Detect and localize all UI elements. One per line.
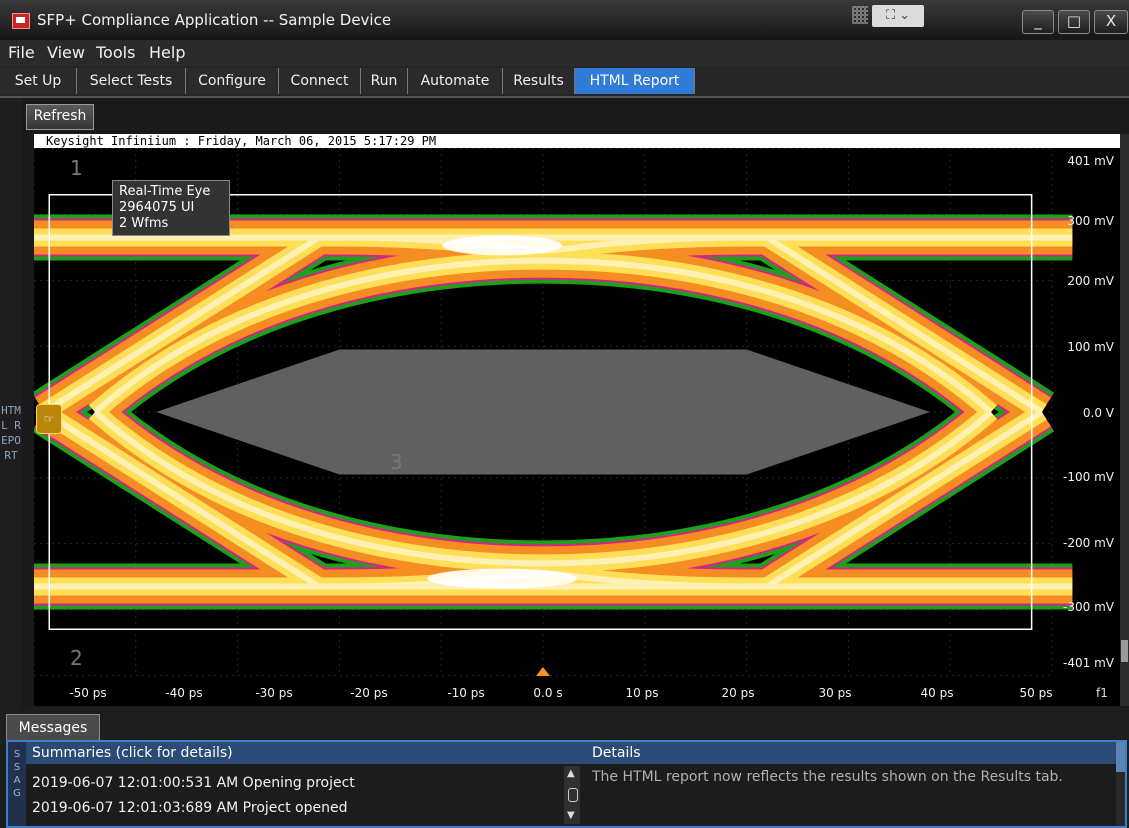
tab-automate[interactable]: Automate (408, 68, 503, 94)
trigger-marker (536, 667, 550, 676)
tab-select-tests[interactable]: Select Tests (77, 68, 186, 94)
trigger-level-icon[interactable]: ☞ (36, 404, 62, 434)
details-scroll-thumb[interactable] (1116, 742, 1125, 772)
function-label: f1 (1096, 686, 1108, 700)
tab-configure[interactable]: Configure (186, 68, 279, 94)
info-line-ui: 2964075 UI (119, 200, 195, 215)
tab-results[interactable]: Results (503, 68, 575, 94)
y-tick-label: -200 mV (1063, 536, 1114, 550)
y-tick-label: 300 mV (1067, 214, 1114, 228)
marker-1-label: 1 (70, 156, 83, 180)
x-tick-label: 30 ps (818, 686, 852, 700)
x-tick-label: -30 ps (255, 686, 293, 700)
messages-side-strip: SSAG (8, 742, 26, 826)
mask-label: 3 (390, 450, 403, 474)
list-item[interactable]: 2019-06-07 12:01:00:531 AM Opening proje… (32, 775, 355, 791)
x-tick-label: 50 ps (1019, 686, 1053, 700)
y-tick-label: 0.0 V (1082, 406, 1114, 420)
details-scrollbar[interactable] (1116, 742, 1125, 826)
summaries-header[interactable]: Summaries (click for details) (26, 742, 584, 764)
scroll-up-icon[interactable]: ▲ (567, 768, 575, 779)
messages-side-label: SSAG (13, 749, 21, 799)
close-button[interactable]: X (1094, 10, 1128, 34)
menu-file[interactable]: File (8, 43, 35, 62)
menu-tools[interactable]: Tools (96, 43, 136, 62)
eye-mask (156, 349, 930, 475)
app-icon (12, 13, 30, 29)
x-tick-label: -10 ps (447, 686, 485, 700)
x-axis-strip (34, 676, 1120, 706)
x-tick-label: 40 ps (920, 686, 954, 700)
y-tick-label: -300 mV (1063, 600, 1114, 614)
scroll-down-icon[interactable]: ▼ (567, 810, 575, 821)
report-side-strip: HTML REPORT (0, 98, 22, 708)
x-tick-label: 10 ps (625, 686, 659, 700)
tab-messages[interactable]: Messages (6, 714, 100, 742)
menu-bar: File View Tools Help (0, 40, 1129, 66)
hot-spot-top (442, 235, 563, 256)
layout-dropdown-icon[interactable]: ⛶ ⌄ (872, 5, 924, 27)
summaries-scroll-thumb[interactable] (568, 788, 578, 802)
scope-header: Keysight Infiniium : Friday, March 06, 2… (34, 134, 1120, 148)
x-tick-label: -50 ps (69, 686, 107, 700)
details-header: Details (584, 742, 1116, 764)
x-tick-label: -40 ps (165, 686, 203, 700)
info-line-title: Real-Time Eye (119, 184, 211, 199)
details-text: The HTML report now reflects the results… (592, 769, 1063, 785)
x-tick-label: 0.0 s (533, 686, 563, 700)
y-tick-label: 401 mV (1067, 154, 1114, 168)
minimize-button[interactable]: _ (1022, 10, 1054, 34)
y-tick-label: 200 mV (1067, 274, 1114, 288)
y-tick-label: -100 mV (1063, 470, 1114, 484)
list-item[interactable]: 2019-06-07 12:01:03:689 AM Project opene… (32, 800, 348, 816)
refresh-button[interactable]: Refresh (26, 104, 94, 130)
eye-diagram-plot: 401 mV 300 mV 200 mV 100 mV 0.0 V -100 m… (34, 148, 1120, 706)
html-report-pane: HTML REPORT Refresh Keysight Infiniium :… (0, 98, 1129, 708)
title-bar: SFP+ Compliance Application -- Sample De… (0, 0, 1129, 40)
tab-run[interactable]: Run (361, 68, 408, 94)
messages-box: SSAG Summaries (click for details) Detai… (6, 740, 1127, 828)
report-vertical-scrollbar[interactable] (1120, 134, 1129, 706)
marker-2-label: 2 (70, 646, 83, 670)
hot-spot-bottom (427, 568, 578, 589)
report-side-label: HTML REPORT (1, 404, 21, 462)
tab-bar: Set Up Select Tests Configure Connect Ru… (0, 66, 1129, 98)
x-tick-label: -20 ps (350, 686, 388, 700)
y-tick-label: -401 mV (1063, 656, 1114, 670)
snap-grid-icon[interactable] (852, 6, 868, 24)
tab-set-up[interactable]: Set Up (0, 68, 77, 94)
report-scroll-thumb[interactable] (1121, 640, 1128, 662)
eye-diagram-svg (34, 148, 1120, 706)
tab-connect[interactable]: Connect (279, 68, 361, 94)
messages-panel: Messages SSAG Summaries (click for detai… (0, 708, 1129, 828)
x-tick-label: 20 ps (721, 686, 755, 700)
menu-help[interactable]: Help (149, 43, 186, 62)
eye-info-box: Real-Time Eye 2964075 UI 2 Wfms (112, 180, 230, 236)
y-tick-label: 100 mV (1067, 340, 1114, 354)
info-line-wfms: 2 Wfms (119, 216, 169, 231)
maximize-button[interactable]: □ (1058, 10, 1090, 34)
window-title: SFP+ Compliance Application -- Sample De… (37, 11, 392, 29)
summaries-scrollbar[interactable]: ▲ ▼ (564, 766, 580, 824)
menu-view[interactable]: View (47, 43, 85, 62)
tab-html-report[interactable]: HTML Report (575, 68, 695, 94)
